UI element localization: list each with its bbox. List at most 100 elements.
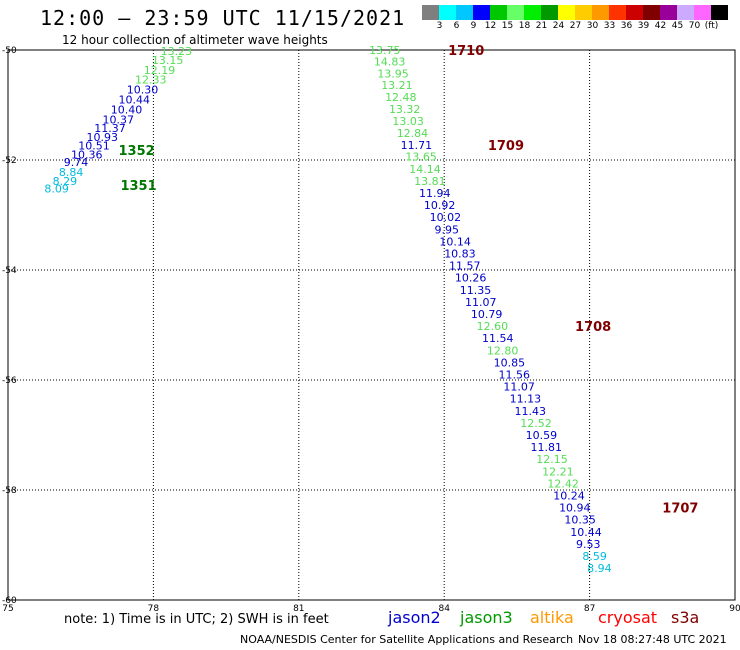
swh-value-label: 8.09 (44, 183, 69, 196)
swh-value-label: 10.44 (570, 526, 602, 539)
scale-swatch (558, 5, 575, 20)
swh-value-label: 13.65 (405, 151, 437, 164)
swh-value-label: 13.21 (381, 79, 413, 92)
color-scale-labels: 3 6 9 12 15 18 21 24 27 30 33 36 39 42 45 70 (ft) (422, 21, 740, 35)
longitude-tick-label: 75 (2, 604, 13, 614)
scale-label: 36 (620, 21, 633, 31)
swh-value-label: 14.83 (374, 56, 406, 69)
latitude-tick-label: -54 (2, 266, 17, 276)
swh-value-label: 13.15 (152, 54, 184, 67)
scale-swatch (507, 5, 524, 20)
footer-note: note: 1) Time is in UTC; 2) SWH is in fe… (64, 612, 329, 627)
swh-value-label: 12.48 (385, 91, 417, 104)
latitude-tick-label: -56 (2, 376, 17, 386)
swh-value-label: 10.59 (526, 429, 558, 442)
swh-value-label: 12.42 (547, 477, 579, 490)
scale-swatch (643, 5, 660, 20)
swh-value-label: 12.21 (542, 465, 574, 478)
swh-value-label: 10.26 (455, 272, 487, 285)
scale-label: 70 (688, 21, 701, 31)
swh-value-label: 13.03 (392, 115, 424, 128)
scale-swatch (456, 5, 473, 20)
swh-value-label: 11.43 (514, 405, 546, 418)
swh-value-label: 10.85 (494, 356, 526, 369)
swh-value-label: 13.81 (414, 175, 446, 188)
satellite-label-s3a: s3a (671, 608, 700, 627)
scale-swatch (524, 5, 541, 20)
swh-value-label: 10.83 (444, 248, 476, 261)
latitude-tick-label: -52 (2, 156, 17, 166)
swh-value-label: 12.19 (144, 64, 176, 77)
swh-value-label: 12.33 (135, 74, 167, 87)
swh-value-label: 12.84 (397, 127, 429, 140)
pass-time-label: 1351 (120, 179, 156, 194)
latitude-tick-label: -50 (2, 46, 17, 56)
latitude-tick-label: -60 (2, 596, 17, 606)
scale-swatch (541, 5, 558, 20)
swh-value-label: 10.24 (553, 490, 585, 503)
swh-value-label: 10.36 (71, 149, 103, 162)
page-subtitle: 12 hour collection of altimeter wave hei… (62, 33, 328, 47)
swh-value-label: 10.40 (111, 103, 142, 116)
swh-value-label: 9.53 (576, 538, 601, 551)
scale-swatch (575, 5, 592, 20)
satellite-label-jason3: jason3 (460, 608, 513, 627)
swh-value-label: 10.51 (78, 140, 110, 153)
scale-swatch (473, 5, 490, 20)
pass-time-label: 1710 (448, 44, 484, 59)
credit-line: NOAA/NESDIS Center for Satellite Applica… (240, 633, 574, 646)
scale-swatch (711, 5, 728, 20)
pass-time-label: 1709 (488, 139, 524, 154)
swh-value-label: 8.84 (59, 166, 84, 179)
scale-label: 3 (436, 21, 443, 31)
swh-value-label: 14.14 (409, 163, 441, 176)
swh-value-label: 10.79 (471, 308, 503, 321)
scale-label: 18 (518, 21, 531, 31)
swh-value-label: 11.13 (510, 393, 542, 406)
longitude-tick-label: 81 (293, 604, 304, 614)
swh-value-label: 11.81 (530, 441, 562, 454)
swh-value-label: 8.94 (587, 562, 612, 575)
swh-value-label: 10.30 (127, 84, 159, 97)
scale-label: 30 (586, 21, 599, 31)
swh-value-label: 12.80 (487, 344, 519, 357)
swh-value-label: 10.44 (119, 94, 151, 107)
swh-value-label: 10.94 (559, 502, 591, 515)
satellite-label-altika: altika (530, 608, 574, 627)
scale-label: (ft) (704, 21, 719, 31)
swh-value-label: 10.93 (87, 131, 119, 144)
swh-value-label: 10.02 (430, 211, 462, 224)
scale-swatch (677, 5, 694, 20)
swh-value-label: 12.15 (536, 453, 568, 466)
swh-value-label: 11.37 (94, 122, 126, 135)
swh-value-label: 13.32 (389, 103, 421, 116)
scale-label: 39 (637, 21, 650, 31)
scale-label: 15 (501, 21, 514, 31)
swh-value-label: 8.29 (53, 175, 78, 188)
pass-time-label: 1352 (119, 144, 155, 159)
pass-time-label: 1708 (575, 320, 611, 335)
track-labels: 8.098.298.84 1351 9.7410.3610.5110.9311.37… (44, 44, 698, 575)
scale-swatch (660, 5, 677, 20)
swh-value-label: 11.07 (503, 381, 535, 394)
swh-value-label: 12.52 (520, 417, 552, 430)
swh-value-label: 10.92 (424, 199, 456, 212)
swh-value-label: 11.54 (482, 332, 514, 345)
swh-value-label: 11.56 (498, 369, 530, 382)
scale-swatch (626, 5, 643, 20)
swh-value-label: 11.57 (449, 260, 481, 273)
swh-value-label: 13.75 (369, 44, 401, 57)
swh-value-label: 9.74 (64, 156, 88, 169)
longitude-tick-label: 84 (438, 604, 450, 614)
longitude-tick-label: 78 (148, 604, 160, 614)
scale-swatch (439, 5, 456, 20)
swh-value-label: 10.37 (103, 113, 135, 126)
swh-value-label: 10.35 (564, 514, 596, 527)
scale-swatch (609, 5, 626, 20)
pass-time-label: 1707 (662, 502, 698, 517)
scale-swatch (592, 5, 609, 20)
scale-label: 21 (535, 21, 548, 31)
swh-value-label: 11.71 (401, 139, 433, 152)
latitude-tick-label: -58 (2, 486, 17, 496)
